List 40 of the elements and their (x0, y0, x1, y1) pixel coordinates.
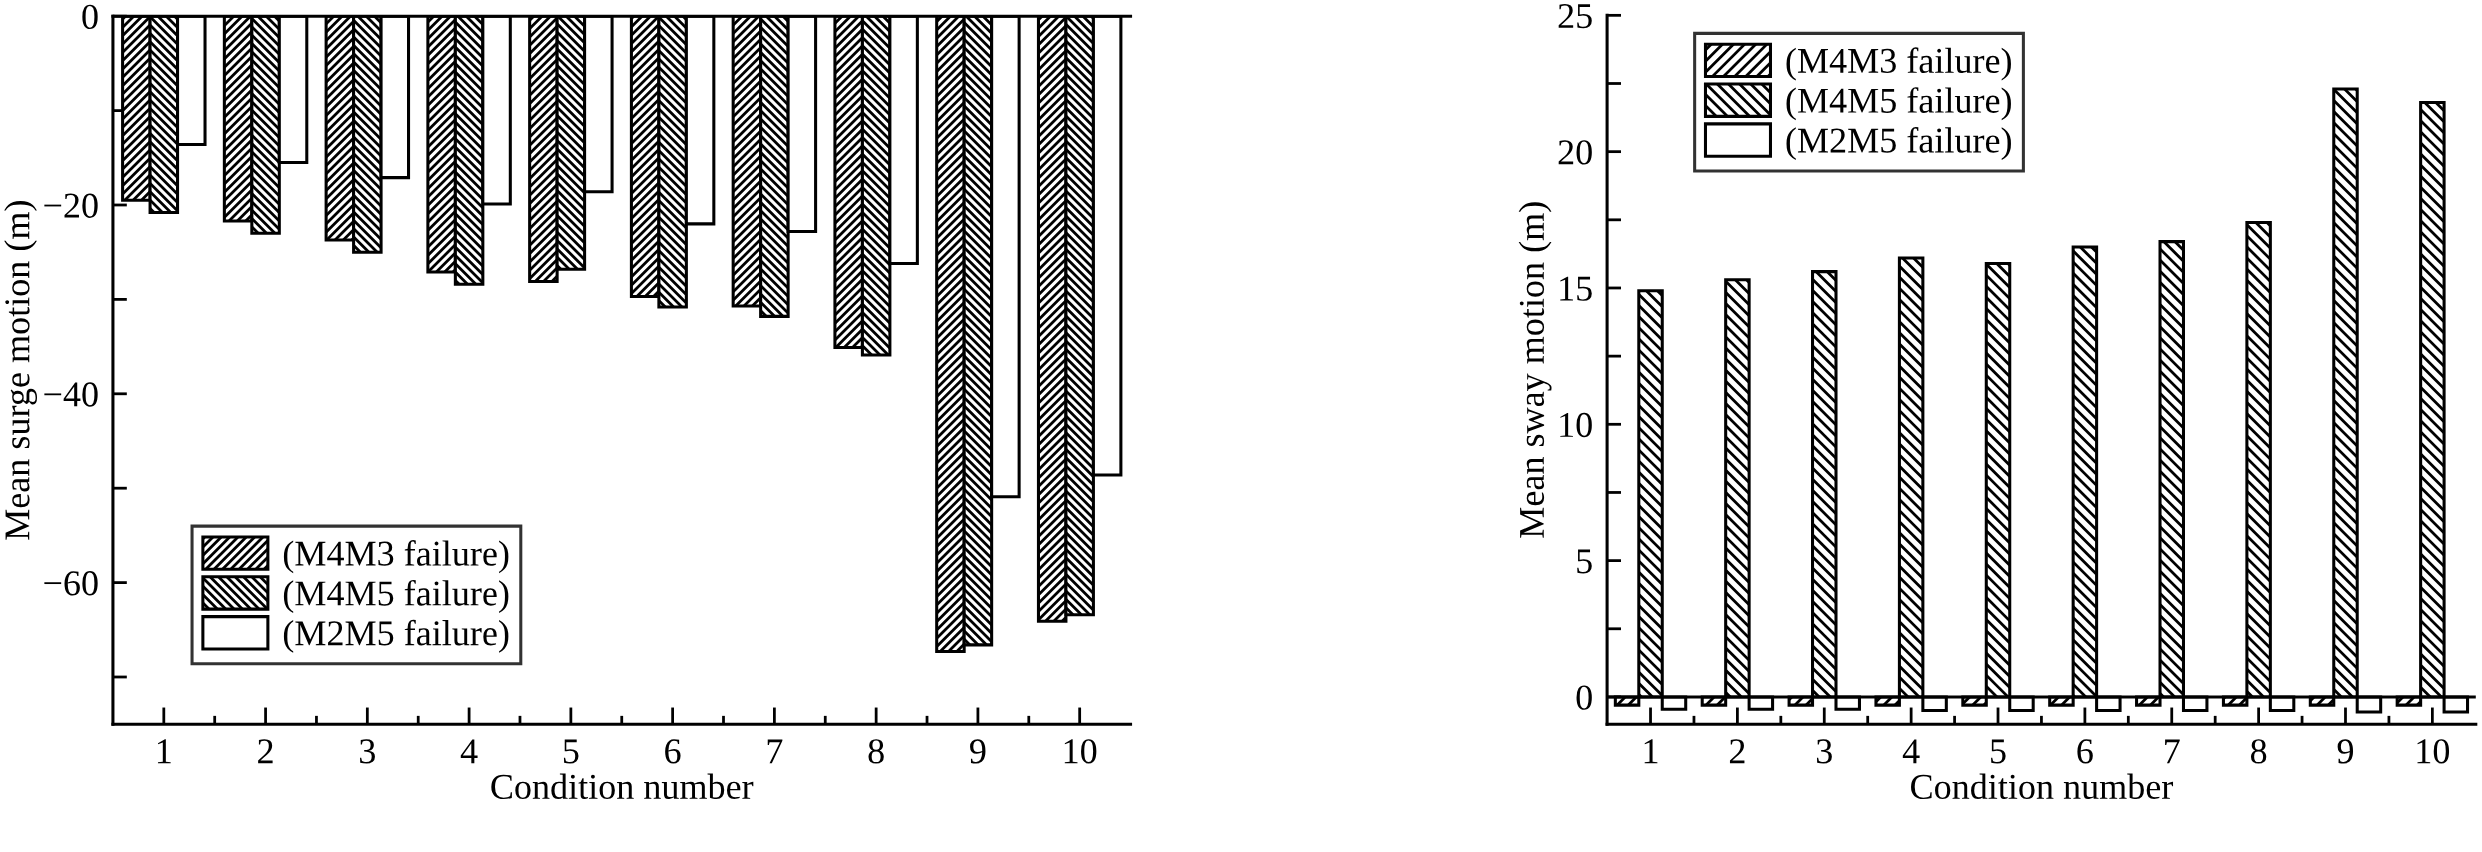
x-axis-title: Condition number (1911, 773, 2174, 800)
y-tick-label: 0 (82, 4, 98, 30)
y-tick-label: 0 (1576, 685, 1592, 710)
x-tick-label: 3 (1816, 739, 1832, 764)
x-tick-label: 9 (2337, 739, 2354, 764)
x-tick-label: 5 (563, 739, 579, 764)
x-tick-label: 10 (2417, 739, 2450, 764)
legend-label: (M4M5 failure) (283, 579, 509, 613)
x-tick-label: 1 (1644, 739, 1658, 764)
legend-label: (M2M5 failure) (1786, 126, 2011, 161)
x-tick-label: 6 (665, 739, 681, 764)
y-tick-label: 5 (1577, 549, 1592, 574)
x-tick-label: 3 (360, 739, 375, 764)
x-tick-label: 2 (1729, 739, 1745, 764)
y-tick-label: −40 (44, 382, 98, 407)
x-tick-label: 8 (2250, 739, 2267, 764)
x-tick-label: 9 (970, 739, 986, 764)
x-axis-title: Condition number (491, 773, 754, 800)
x-tick-label: 7 (767, 739, 783, 764)
x-tick-label: 2 (258, 739, 273, 764)
x-tick-label: 4 (460, 739, 478, 764)
legend-label: (M4M3 failure) (283, 540, 509, 574)
y-tick-label: 15 (1560, 276, 1592, 301)
y-axis-title: Mean surge motion (m) (4, 201, 38, 540)
legend-label: (M4M3 failure) (1786, 47, 2011, 81)
y-tick-label: 25 (1558, 3, 1592, 29)
y-tick-label: 20 (1558, 140, 1592, 165)
y-axis-title: Mean sway motion (m) (1518, 202, 1552, 538)
x-tick-label: 6 (2077, 739, 2093, 764)
x-tick-label: 5 (1991, 739, 2006, 764)
y-tick-label: 10 (1560, 412, 1592, 438)
x-tick-label: 1 (157, 739, 171, 764)
x-tick-label: 4 (1902, 739, 1920, 764)
x-tick-label: 8 (868, 739, 884, 764)
y-tick-label: −60 (44, 571, 98, 596)
legend-label: (M2M5 failure) (283, 619, 509, 653)
legend-label: (M4M5 failure) (1786, 87, 2011, 121)
y-tick-label: −20 (44, 193, 98, 218)
x-tick-label: 10 (1064, 739, 1097, 764)
x-tick-label: 7 (2165, 739, 2180, 764)
